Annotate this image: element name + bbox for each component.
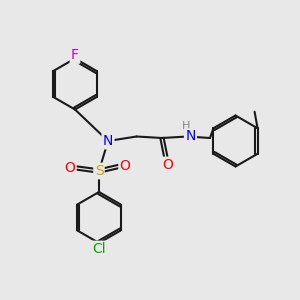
Text: O: O: [120, 160, 130, 173]
Text: H: H: [182, 121, 190, 131]
Text: O: O: [64, 161, 75, 175]
Text: O: O: [163, 158, 173, 172]
Text: S: S: [94, 164, 103, 178]
Text: Cl: Cl: [92, 242, 106, 256]
Text: N: N: [103, 134, 113, 148]
Text: N: N: [185, 130, 196, 143]
Text: F: F: [71, 49, 79, 62]
